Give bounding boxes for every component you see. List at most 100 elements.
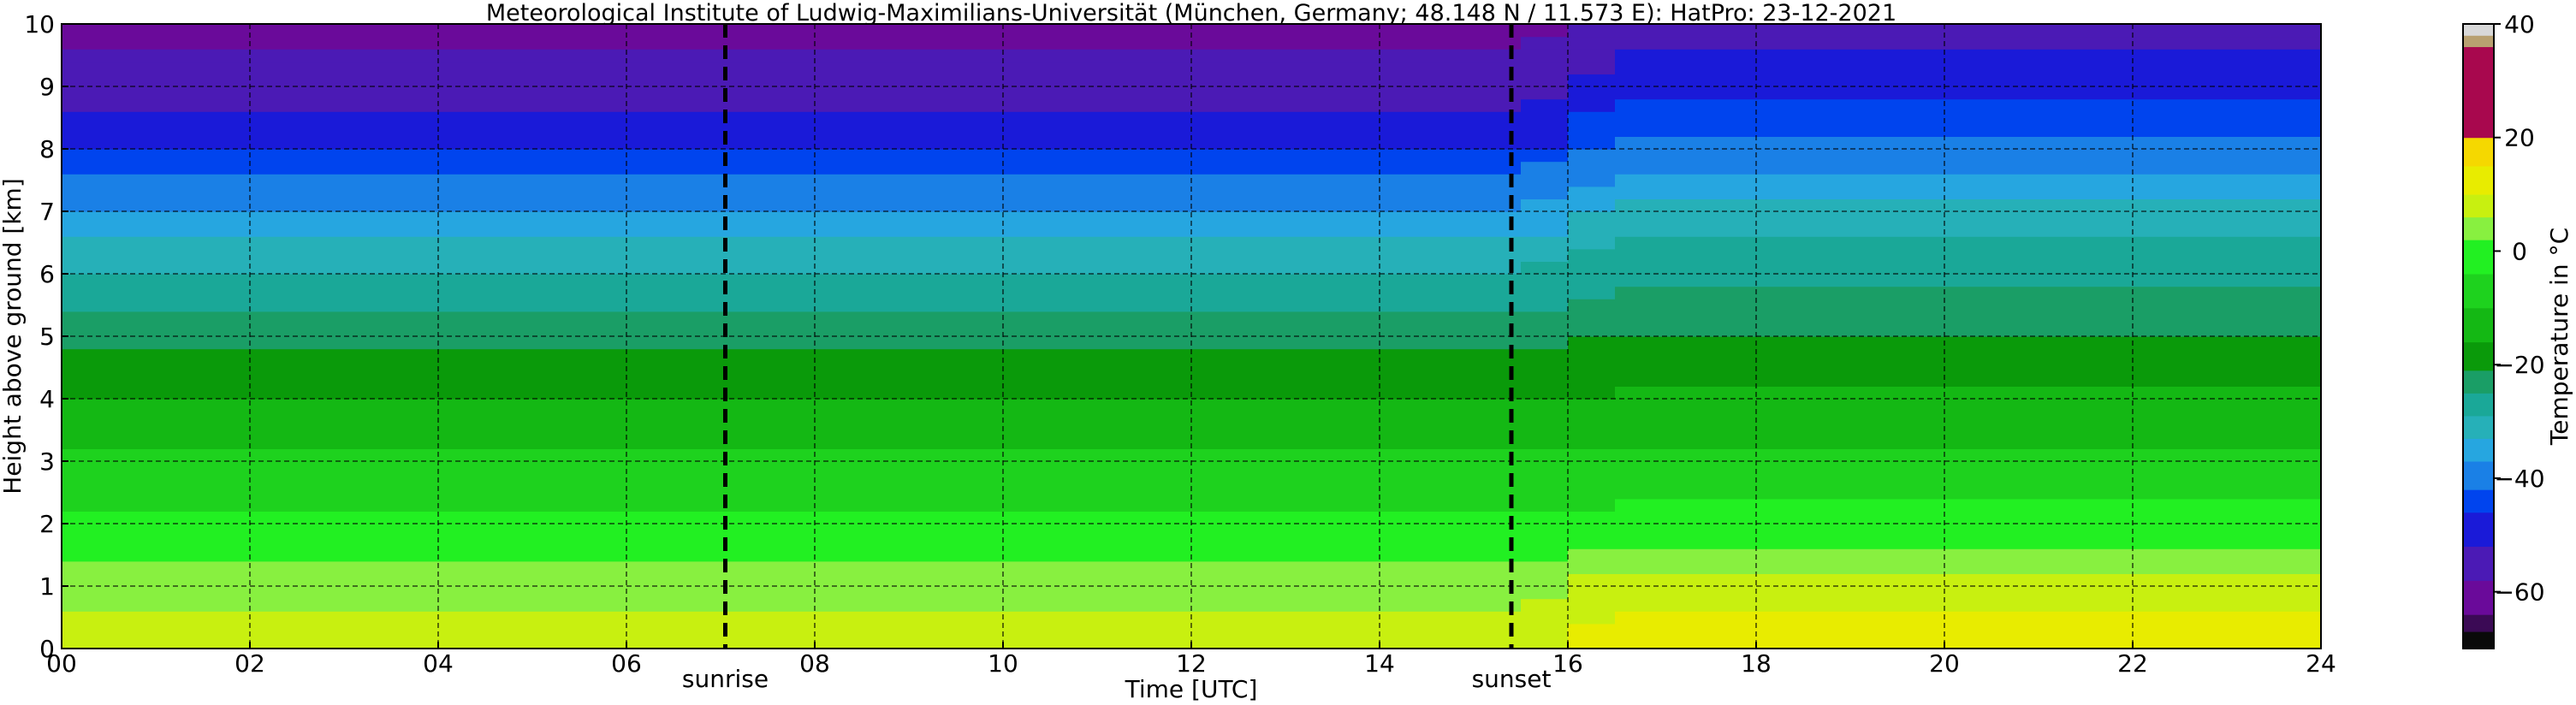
heatmap-cell <box>391 548 439 562</box>
heatmap-cell <box>1615 486 1663 500</box>
heatmap-cell <box>532 361 580 375</box>
heatmap-cell <box>344 49 392 62</box>
heatmap-cell <box>344 386 392 400</box>
sunset-label: sunset <box>1472 665 1552 693</box>
heatmap-cell <box>579 411 627 424</box>
heatmap-cell <box>1615 573 1663 587</box>
heatmap-cell <box>2039 198 2086 212</box>
heatmap-cell <box>1897 211 1945 225</box>
heatmap-cell <box>532 123 580 137</box>
heatmap-cell <box>109 399 157 412</box>
heatmap-cell <box>1991 573 2039 587</box>
heatmap-cell <box>862 24 910 38</box>
heatmap-cell <box>1944 123 1992 137</box>
heatmap-cell <box>2274 560 2321 574</box>
heatmap-cell <box>2086 323 2134 337</box>
heatmap-cell <box>1144 274 1192 287</box>
heatmap-cell <box>626 111 674 125</box>
heatmap-cell <box>1756 74 1804 87</box>
heatmap-cell <box>1991 636 2039 649</box>
heatmap-cell <box>109 573 157 587</box>
heatmap-cell <box>1944 274 1992 287</box>
heatmap-cell <box>2274 223 2321 237</box>
heatmap-cell <box>1709 386 1757 400</box>
heatmap-cell <box>1474 461 1522 475</box>
heatmap-cell <box>532 311 580 324</box>
heatmap-cell <box>1238 386 1286 400</box>
heatmap-cell <box>721 98 769 112</box>
heatmap-cell <box>1474 236 1522 250</box>
heatmap-cell <box>109 386 157 400</box>
heatmap-cell <box>1756 448 1804 462</box>
heatmap-cell <box>1474 348 1522 362</box>
heatmap-cell <box>1238 548 1286 562</box>
heatmap-cell <box>909 611 957 625</box>
heatmap-cell <box>297 399 345 412</box>
heatmap-cell <box>344 323 392 337</box>
heatmap-cell <box>250 36 298 50</box>
heatmap-cell <box>909 399 957 412</box>
heatmap-cell <box>485 299 533 312</box>
heatmap-cell <box>1427 323 1475 337</box>
heatmap-cell <box>156 161 204 175</box>
x-tick-label: 10 <box>988 649 1018 678</box>
heatmap-cell <box>1568 461 1616 475</box>
heatmap-cell <box>203 486 251 500</box>
heatmap-cell <box>862 424 910 437</box>
heatmap-cell <box>1756 486 1804 500</box>
heatmap-cell <box>579 161 627 175</box>
heatmap-cell <box>1803 248 1851 262</box>
heatmap-cell <box>579 511 627 524</box>
colorbar-segment <box>2463 461 2494 490</box>
heatmap-cell <box>391 461 439 475</box>
heatmap-cell <box>2227 573 2275 587</box>
heatmap-cell <box>1756 248 1804 262</box>
heatmap-cell <box>109 98 157 112</box>
heatmap-cell <box>2133 236 2181 250</box>
heatmap-cell <box>250 174 298 187</box>
heatmap-cell <box>2180 261 2228 275</box>
x-tick-label: 22 <box>2117 649 2148 678</box>
heatmap-cell <box>250 211 298 225</box>
heatmap-cell <box>297 36 345 50</box>
heatmap-cell <box>956 598 1004 612</box>
heatmap-cell <box>815 174 863 187</box>
heatmap-cell <box>1285 448 1333 462</box>
heatmap-cell <box>768 524 816 537</box>
heatmap-cell <box>62 136 110 150</box>
heatmap-cell <box>1333 623 1380 637</box>
heatmap-cell <box>1897 186 1945 199</box>
heatmap-cell <box>1803 211 1851 225</box>
heatmap-cell <box>109 86 157 100</box>
heatmap-cell <box>1756 623 1804 637</box>
heatmap-cell <box>156 399 204 412</box>
heatmap-cell <box>2133 573 2181 587</box>
heatmap-cell <box>768 311 816 324</box>
heatmap-cell <box>1662 198 1710 212</box>
heatmap-cell <box>1380 174 1427 187</box>
heatmap-cell <box>250 586 298 600</box>
heatmap-cell <box>203 136 251 150</box>
heatmap-cell <box>2227 299 2275 312</box>
heatmap-cell <box>1003 336 1051 350</box>
heatmap-cell <box>1897 323 1945 337</box>
heatmap-cell <box>1097 236 1145 250</box>
heatmap-cell <box>62 274 110 287</box>
heatmap-cell <box>1662 136 1710 150</box>
heatmap-cell <box>579 261 627 275</box>
heatmap-cell <box>1003 61 1051 74</box>
heatmap-cell <box>1191 299 1239 312</box>
colorbar-segment <box>2463 341 2494 371</box>
heatmap-cell <box>674 336 721 350</box>
heatmap-cell <box>485 548 533 562</box>
heatmap-cell <box>1191 211 1239 225</box>
heatmap-cell <box>1991 361 2039 375</box>
heatmap-cell <box>2227 248 2275 262</box>
heatmap-cell <box>485 473 533 487</box>
heatmap-cell <box>1709 486 1757 500</box>
heatmap-cell <box>1050 598 1098 612</box>
heatmap-cell <box>2180 248 2228 262</box>
heatmap-cell <box>485 86 533 100</box>
heatmap-cell <box>1521 261 1569 275</box>
heatmap-cell <box>1897 486 1945 500</box>
